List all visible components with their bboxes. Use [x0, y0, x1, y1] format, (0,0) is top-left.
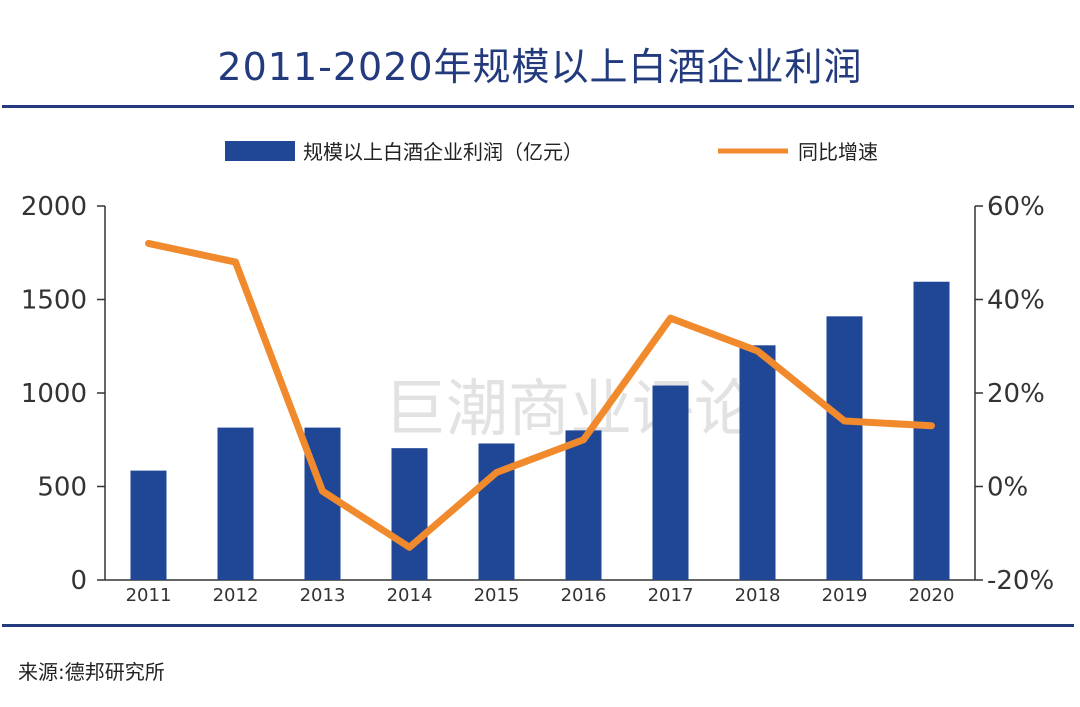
top-divider	[2, 105, 1074, 108]
growth-point	[319, 488, 326, 495]
bar	[826, 316, 863, 580]
y-right-tick-label: 0%	[987, 473, 1028, 503]
growth-point	[580, 436, 587, 443]
growth-point	[667, 315, 674, 322]
x-tick-label: 2016	[561, 585, 607, 606]
legend-bar-swatch	[225, 141, 295, 161]
bar	[217, 427, 254, 580]
growth-line-path	[145, 239, 935, 551]
growth-point	[232, 259, 239, 266]
x-tick-label: 2015	[474, 585, 520, 606]
growth-line	[145, 239, 935, 551]
x-tick-label: 2019	[822, 585, 868, 606]
y-left-tick-label: 1500	[21, 286, 87, 316]
x-tick-label: 2013	[300, 585, 346, 606]
growth-point	[493, 469, 500, 476]
x-tick-label: 2017	[648, 585, 694, 606]
x-tick-label: 2012	[213, 585, 259, 606]
growth-point	[406, 544, 413, 551]
x-tick-label: 2020	[909, 585, 955, 606]
bar	[130, 470, 167, 580]
y-right-tick-label: 60%	[987, 192, 1045, 222]
legend: 规模以上白酒企业利润（亿元） 同比增速	[225, 140, 878, 164]
bar	[913, 281, 950, 580]
bar	[652, 385, 689, 580]
bar	[478, 443, 515, 580]
y-right-tick-label: 40%	[987, 286, 1045, 316]
y-left-tick-label: 0	[70, 566, 87, 596]
bar	[739, 345, 776, 580]
growth-point	[928, 422, 935, 429]
source-note: 来源:德邦研究所	[18, 660, 165, 684]
x-tick-label: 2018	[735, 585, 781, 606]
legend-bar-label: 规模以上白酒企业利润（亿元）	[303, 140, 583, 164]
y-right-tick-label: -20%	[987, 566, 1054, 596]
y-left-tick-label: 500	[37, 473, 87, 503]
y-right-tick-label: 20%	[987, 379, 1045, 409]
growth-point	[145, 240, 152, 247]
y-left-tick-label: 1000	[21, 379, 87, 409]
x-tick-label: 2014	[387, 585, 433, 606]
x-tick-label: 2011	[126, 585, 172, 606]
bottom-divider	[2, 624, 1074, 627]
growth-point	[754, 347, 761, 354]
legend-line-label: 同比增速	[798, 140, 878, 164]
bar	[565, 430, 602, 580]
chart-title: 2011-2020年规模以上白酒企业利润	[217, 45, 863, 89]
bar	[391, 448, 428, 580]
y-left-tick-label: 2000	[21, 192, 87, 222]
bars	[130, 281, 950, 580]
growth-point	[841, 418, 848, 425]
